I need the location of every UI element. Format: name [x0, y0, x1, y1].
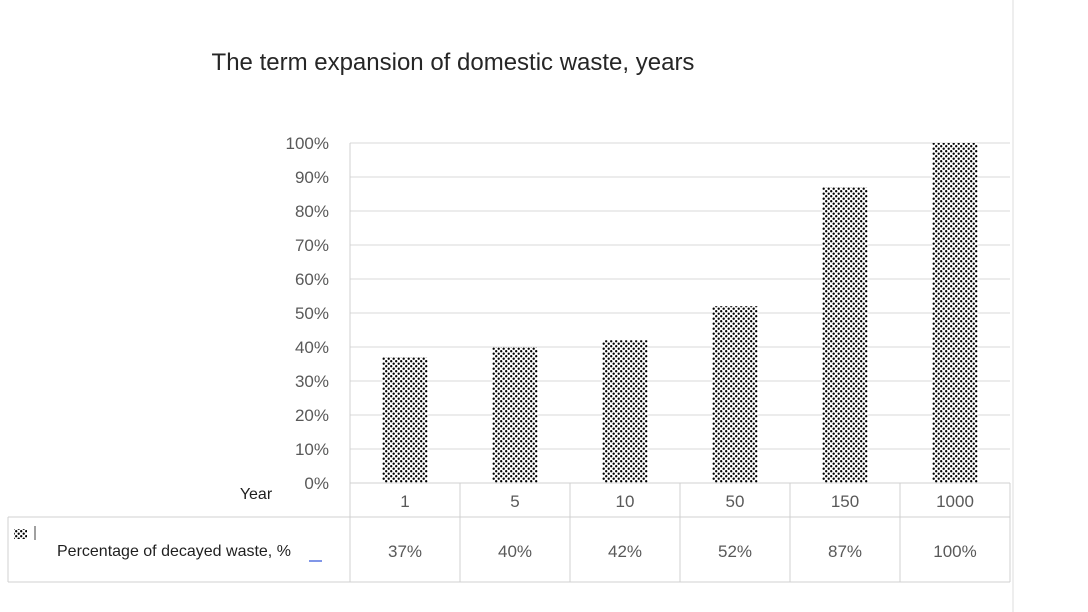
- bar: [712, 306, 758, 483]
- y-axis-ticks: 0% 10% 20% 30% 40% 50% 60% 70% 80% 90% 100%: [286, 134, 329, 493]
- x-tick-label: 150: [831, 492, 859, 511]
- y-tick-label: 60%: [295, 270, 329, 289]
- y-tick-label: 30%: [295, 372, 329, 391]
- legend-key: [14, 526, 36, 540]
- data-table: 1 37% 5 40% 10 42% 50 52% 150 87% 1000 100%: [7, 143, 1011, 583]
- bar: [932, 143, 978, 483]
- x-tick-label: 10: [616, 492, 635, 511]
- data-label: 40%: [498, 542, 532, 561]
- y-tick-label: 0%: [304, 474, 329, 493]
- y-tick-label: 10%: [295, 440, 329, 459]
- bar: [822, 187, 868, 483]
- y-tick-label: 90%: [295, 168, 329, 187]
- bars: [382, 143, 978, 483]
- bar: [602, 340, 648, 483]
- data-label: 52%: [718, 542, 752, 561]
- x-tick-label: 1000: [936, 492, 974, 511]
- x-header-label: Year: [240, 486, 273, 503]
- y-tick-label: 20%: [295, 406, 329, 425]
- x-tick-label: 1: [400, 492, 409, 511]
- y-tick-label: 40%: [295, 338, 329, 357]
- gridlines: [350, 142, 1010, 484]
- legend-marker: [14, 529, 27, 539]
- data-label: 87%: [828, 542, 862, 561]
- y-tick-label: 80%: [295, 202, 329, 221]
- x-tick-label: 50: [726, 492, 745, 511]
- x-tick-label: 5: [510, 492, 519, 511]
- y-tick-label: 100%: [286, 134, 329, 153]
- bar: [492, 347, 538, 483]
- chart-title: The term expansion of domestic waste, ye…: [212, 49, 695, 76]
- y-tick-label: 70%: [295, 236, 329, 255]
- series-label: Percentage of decayed waste, %: [57, 543, 291, 560]
- y-tick-label: 50%: [295, 304, 329, 323]
- bar: [382, 357, 428, 483]
- data-label: 37%: [388, 542, 422, 561]
- data-label: 100%: [933, 542, 976, 561]
- data-label: 42%: [608, 542, 642, 561]
